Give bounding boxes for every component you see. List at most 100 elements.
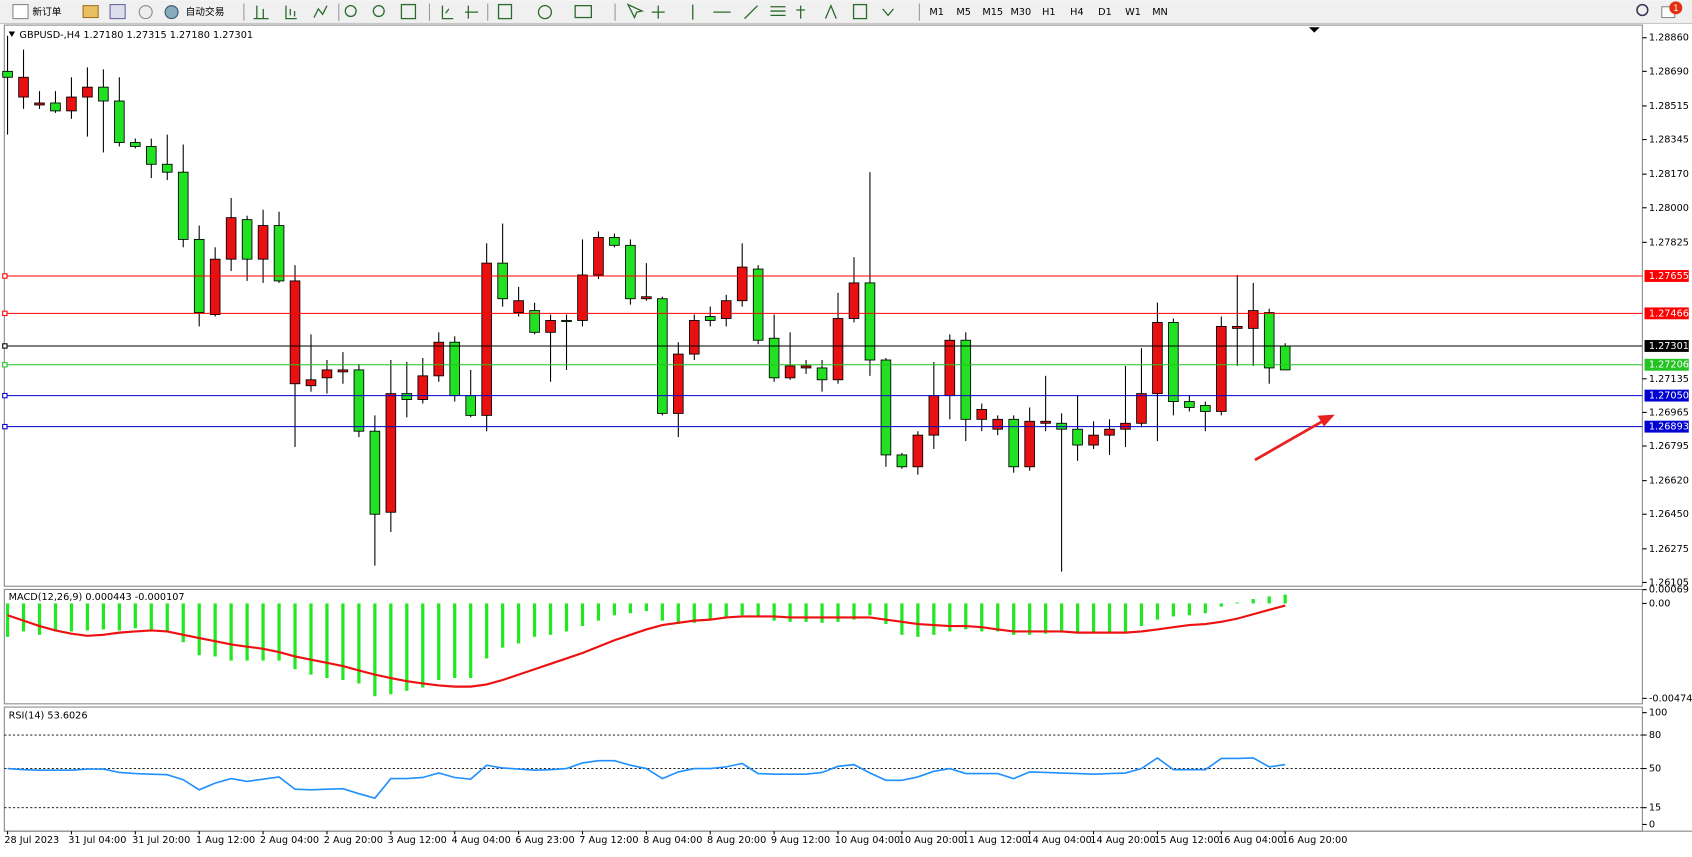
macd-bar xyxy=(804,603,808,622)
candle-body xyxy=(561,320,572,322)
candle-body xyxy=(688,320,700,355)
level-handle xyxy=(2,362,8,368)
level-handle xyxy=(2,343,8,349)
macd-bar xyxy=(277,603,281,661)
macd-bar xyxy=(133,603,137,629)
candle-body xyxy=(513,300,524,313)
x-tick-label: 15 Aug 12:00 xyxy=(1154,835,1219,846)
macd-bar xyxy=(405,603,409,691)
x-tick-label: 7 Aug 12:00 xyxy=(579,835,638,846)
candle-body xyxy=(896,454,908,468)
candle-body xyxy=(673,353,684,414)
macd-bar xyxy=(628,603,633,614)
auto-trading-icon[interactable] xyxy=(164,5,179,20)
candle-body xyxy=(1168,322,1179,402)
macd-bar xyxy=(612,603,617,616)
macd-bar xyxy=(884,603,888,625)
y-tick-label: 0.00069 xyxy=(1649,585,1689,596)
auto-trading-button[interactable]: 自动交易 xyxy=(186,5,225,18)
timeframe-button[interactable]: M15 xyxy=(982,7,1003,18)
candle-body xyxy=(1088,434,1099,446)
timeframe-button[interactable]: MN xyxy=(1152,7,1168,18)
notification-badge[interactable] xyxy=(1669,1,1683,15)
macd-bar xyxy=(740,603,744,616)
toolbar-icon[interactable] xyxy=(109,4,126,20)
y-tick-label: 1.28690 xyxy=(1649,66,1689,77)
macd-bar xyxy=(724,603,728,618)
y-tick-label: 50 xyxy=(1649,764,1661,775)
candle-body xyxy=(369,430,381,515)
macd-bar xyxy=(932,603,936,635)
macd-bar xyxy=(516,603,521,644)
macd-bar xyxy=(101,603,105,630)
candle-body xyxy=(34,102,45,106)
timeframe-button[interactable]: W1 xyxy=(1125,7,1141,18)
timeframe-button[interactable]: H4 xyxy=(1070,7,1083,18)
candle-body xyxy=(225,217,237,260)
macd-bar xyxy=(1091,603,1096,633)
candle-body xyxy=(1040,420,1051,424)
timeframe-button[interactable]: M30 xyxy=(1010,7,1031,18)
toolbar-icon[interactable] xyxy=(82,5,99,19)
macd-bar xyxy=(85,603,90,631)
symbol-menu-arrow[interactable] xyxy=(8,31,16,37)
candle-body xyxy=(66,96,77,112)
candle-body xyxy=(1184,401,1195,408)
candle-body xyxy=(1008,418,1019,468)
y-tick-label: 1.27825 xyxy=(1649,237,1689,248)
x-tick-label: 8 Aug 04:00 xyxy=(643,835,702,846)
macd-bar xyxy=(980,603,984,632)
candle-body xyxy=(976,409,988,420)
x-tick-label: 6 Aug 23:00 xyxy=(515,835,574,846)
candle-body xyxy=(593,236,604,276)
candle-body xyxy=(98,86,109,102)
timeframe-button[interactable]: M1 xyxy=(929,7,944,18)
candle-body xyxy=(816,367,828,381)
candle-body xyxy=(209,258,221,315)
macd-bar xyxy=(1267,596,1271,604)
new-order-icon[interactable] xyxy=(12,4,29,20)
candle-body xyxy=(1263,312,1275,369)
macd-bar xyxy=(1235,602,1239,604)
x-tick-label: 4 Aug 04:00 xyxy=(451,835,510,846)
candle-body xyxy=(1247,310,1259,329)
macd-bar xyxy=(341,603,345,681)
candle-body xyxy=(577,274,588,321)
candle-body xyxy=(241,219,253,260)
toolbar-icon[interactable] xyxy=(138,5,153,20)
level-label-box xyxy=(1644,270,1689,282)
toolbar xyxy=(0,0,1692,25)
macd-label: MACD(12,26,9) 0.000443 -0.000107 xyxy=(9,592,185,603)
timeframe-button[interactable]: D1 xyxy=(1098,7,1112,18)
macd-bar xyxy=(964,603,968,630)
rsi-panel xyxy=(3,706,1643,832)
candle-body xyxy=(1216,325,1227,412)
search-icon[interactable] xyxy=(1636,3,1649,17)
y-tick-label: 1.28170 xyxy=(1649,169,1689,180)
toolbar-tools[interactable] xyxy=(253,3,894,20)
candle-body xyxy=(50,102,61,112)
candle-body xyxy=(130,142,141,147)
candle-body xyxy=(257,225,269,260)
candle-body xyxy=(433,341,445,377)
x-tick-label: 3 Aug 12:00 xyxy=(388,835,447,846)
macd-bar xyxy=(580,603,585,627)
new-order-button[interactable]: 新订单 xyxy=(32,5,61,18)
candle-body xyxy=(704,316,716,321)
x-tick-label: 31 Jul 04:00 xyxy=(68,835,126,846)
candle-body xyxy=(736,266,748,302)
candle-body xyxy=(832,318,844,381)
candle-body xyxy=(353,369,365,432)
x-tick-label: 10 Aug 20:00 xyxy=(899,835,964,846)
level-label: 1.27466 xyxy=(1649,308,1689,319)
plots: 1.28860 1.28690 1.28515 1.28345 1.28170 1.280… xyxy=(2,33,1692,846)
x-tick-label: 31 Jul 20:00 xyxy=(132,835,190,846)
macd-bar xyxy=(1203,603,1207,614)
notification-count: 1 xyxy=(1673,4,1679,14)
candle-body xyxy=(784,365,796,379)
timeframe-button[interactable]: M5 xyxy=(956,7,971,18)
y-tick-label: 1.26450 xyxy=(1649,509,1689,520)
candle-body xyxy=(1072,428,1083,446)
candle-body xyxy=(177,171,189,240)
timeframe-button[interactable]: H1 xyxy=(1042,7,1055,18)
